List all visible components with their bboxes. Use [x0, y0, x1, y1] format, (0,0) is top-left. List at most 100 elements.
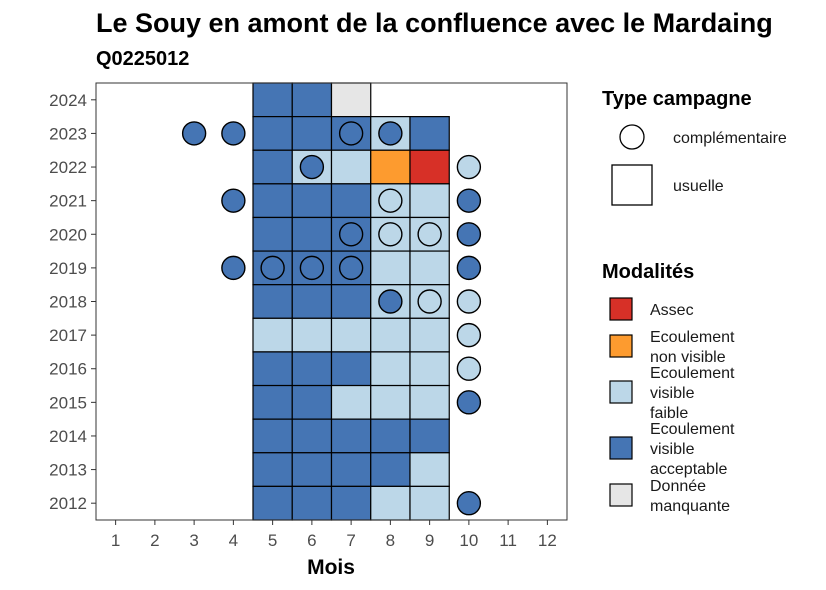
x-tick-label: 2: [150, 531, 159, 550]
point-2023-4: [221, 121, 246, 146]
y-tick-label: 2017: [49, 326, 87, 345]
point-2019-7: [338, 255, 364, 281]
legend-label-faible: Ecoulement: [650, 365, 735, 382]
tile-2024-5: [252, 82, 293, 118]
point-2019-6: [299, 255, 325, 281]
tile-2012-5: [252, 485, 293, 521]
point-2015-10: [456, 390, 482, 415]
legend-label-faible: visible: [650, 385, 695, 402]
tile-2019-9: [409, 250, 450, 286]
legend-label-manquante: manquante: [650, 498, 730, 515]
tile-2023-5: [252, 116, 293, 151]
legend-key-acceptable: [609, 436, 633, 460]
tile-2022-5: [252, 149, 293, 185]
tile-2013-6: [291, 452, 333, 487]
x-tick-label: 8: [386, 531, 395, 550]
tile-2015-7: [330, 384, 372, 420]
point-2019-4: [221, 255, 246, 281]
tile-2016-5: [252, 351, 293, 387]
point-2022-6: [299, 154, 325, 180]
y-tick-label: 2016: [49, 360, 87, 379]
tile-2023-9: [409, 116, 450, 151]
x-tick-label: 6: [307, 531, 316, 550]
y-tick-label: 2019: [49, 259, 87, 278]
tile-2012-7: [330, 485, 372, 521]
point-2023-7: [338, 121, 364, 146]
x-tick-label: 12: [538, 531, 557, 550]
point-2018-9: [417, 289, 442, 314]
tile-2019-8: [370, 250, 411, 286]
point-2020-8: [378, 222, 403, 247]
chart-subtitle: Q0225012: [96, 48, 189, 70]
point-2016-10: [456, 356, 482, 381]
legend-key-assec: [609, 297, 633, 321]
y-tick-label: 2014: [49, 427, 87, 446]
legend-label-manquante: Donnée: [650, 478, 706, 495]
tile-2017-9: [409, 317, 450, 353]
point-2022-10: [456, 154, 482, 180]
point-2021-8: [378, 188, 403, 213]
x-axis-title: Mois: [307, 556, 355, 579]
tile-2012-8: [370, 485, 411, 521]
tile-2012-9: [409, 485, 450, 521]
tile-2018-5: [252, 284, 293, 319]
x-tick-label: 11: [499, 531, 517, 550]
tile-2018-7: [330, 284, 372, 319]
y-tick-label: 2020: [49, 225, 87, 244]
tile-2015-6: [291, 384, 333, 420]
legend-label-acceptable: Ecoulement: [650, 421, 735, 438]
point-2023-8: [378, 121, 403, 146]
tile-2014-8: [370, 418, 411, 454]
tile-2021-9: [409, 183, 450, 219]
point-2017-10: [456, 322, 482, 348]
point-2020-7: [338, 222, 364, 247]
tile-2017-5: [252, 317, 293, 353]
tile-2017-7: [330, 317, 372, 353]
x-tick-label: 1: [111, 531, 120, 550]
tile-2017-6: [291, 317, 333, 353]
tile-2013-7: [330, 452, 372, 487]
tile-2022-7: [330, 149, 372, 185]
legend-usuelle-label: usuelle: [673, 178, 724, 195]
tile-2021-7: [330, 183, 372, 219]
point-2012-10: [456, 490, 482, 516]
point-2020-9: [417, 222, 442, 247]
x-tick-label: 10: [459, 531, 478, 550]
legend-label-faible: faible: [650, 405, 688, 422]
tile-2015-9: [409, 384, 450, 420]
tile-2016-8: [370, 351, 411, 387]
y-tick-label: 2015: [49, 393, 87, 412]
point-2018-10: [456, 289, 482, 314]
tile-2017-8: [370, 317, 411, 353]
tile-2022-8: [370, 149, 411, 185]
tile-2014-7: [330, 418, 372, 454]
x-axis: 1 2 3 4 5 6 7 8 9 10 11 12: [111, 520, 557, 550]
tile-2012-6: [291, 485, 333, 521]
tile-2016-9: [409, 351, 450, 387]
tile-2015-8: [370, 384, 411, 420]
plot-area: [95, 82, 568, 521]
x-tick-label: 4: [229, 531, 238, 550]
legend-label-non_visible: non visible: [650, 349, 726, 366]
tile-2015-5: [252, 384, 293, 420]
legend-campagne-title: Type campagne: [602, 88, 752, 110]
legend-modalites-title: Modalités: [602, 261, 694, 283]
usuelle-tiles: [252, 82, 450, 521]
legend-complementaire-label: complémentaire: [673, 130, 787, 147]
point-2023-3: [181, 121, 207, 146]
y-tick-label: 2012: [49, 494, 87, 513]
legend: Type campagne complémentaire usuelle Mod…: [602, 88, 787, 515]
chart-title: Le Souy en amont de la confluence avec l…: [96, 8, 773, 38]
tile-2013-9: [409, 452, 450, 487]
legend-key-faible: [609, 380, 633, 404]
tile-2016-6: [291, 351, 333, 387]
y-tick-label: 2021: [49, 192, 87, 211]
x-tick-label: 5: [268, 531, 277, 550]
tile-2024-7: [330, 82, 372, 118]
legend-label-acceptable: visible: [650, 441, 695, 458]
legend-label-assec: Assec: [650, 302, 694, 319]
x-tick-label: 7: [346, 531, 355, 550]
legend-key-non_visible: [609, 334, 633, 358]
